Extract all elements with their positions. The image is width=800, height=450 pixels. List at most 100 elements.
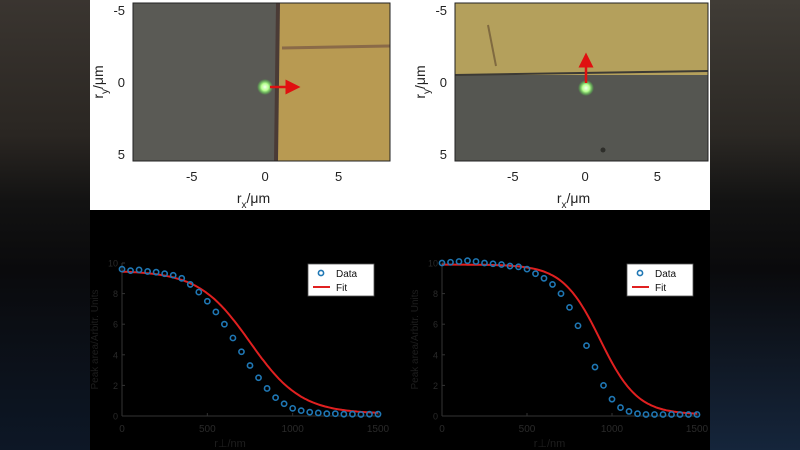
data-point: [297, 407, 305, 415]
y-axis-label-main: r: [412, 94, 428, 99]
data-point: [203, 297, 211, 305]
y-axis-label: ry/μm: [90, 65, 111, 98]
x-tick-label: 0: [262, 169, 269, 184]
data-point: [498, 261, 505, 268]
axes-frame: [132, 2, 391, 162]
data-point: [161, 270, 169, 278]
data-point: [642, 411, 650, 418]
data-point: [331, 410, 339, 418]
data-point: [195, 288, 203, 296]
y-tick-label: 0: [440, 75, 447, 90]
data-point: [186, 281, 194, 288]
y-tick-label: 4: [113, 350, 118, 360]
data-point: [289, 404, 297, 412]
y-axis-label-subscript: y: [422, 89, 433, 94]
data-point: [272, 394, 279, 402]
data-point: [238, 348, 245, 356]
electrode-stripe: [281, 44, 391, 50]
data-point: [220, 320, 228, 328]
fit-curve: [442, 263, 697, 415]
y-tick-label: 0: [118, 75, 125, 90]
electrode-edge: [274, 2, 280, 162]
data-point: [374, 410, 382, 418]
data-point: [532, 270, 539, 278]
data-point: [464, 257, 471, 265]
y-tick-label: -5: [435, 3, 447, 18]
data-point: [693, 411, 701, 418]
y-axis-label: Peak area/Arbitr. Units: [410, 289, 421, 389]
data-point: [634, 410, 641, 418]
data-point: [549, 281, 556, 288]
x-tick-label: 500: [519, 424, 536, 435]
gray-substrate-region: [133, 3, 278, 161]
y-axis-label-main: r: [90, 94, 106, 99]
legend-data-marker: [317, 269, 325, 277]
data-point: [600, 381, 607, 389]
x-axis-label-unit: /μm: [247, 190, 271, 206]
x-axis-label-main: r: [557, 190, 562, 206]
data-point: [178, 274, 186, 282]
y-tick-label: 6: [433, 320, 438, 330]
data-point: [127, 267, 134, 275]
x-axis-label: rx/μm: [557, 190, 590, 211]
data-point: [255, 374, 262, 382]
x-axis-label-main: r: [237, 190, 242, 206]
dust-particle: [600, 147, 606, 153]
y-tick-label: 0: [433, 412, 438, 422]
data-point: [659, 411, 667, 418]
data-point: [447, 258, 454, 266]
x-tick-label: 1000: [601, 424, 624, 435]
data-point: [574, 322, 582, 330]
data-point: [169, 271, 177, 279]
electrode-edge: [454, 70, 709, 76]
data-point: [135, 266, 143, 274]
x-tick-label: 1500: [686, 424, 709, 435]
y-tick-label: 8: [113, 289, 118, 299]
data-point: [152, 268, 160, 276]
data-point: [212, 308, 220, 316]
data-point: [340, 410, 348, 418]
x-axis-label: r⊥/nm: [214, 438, 246, 450]
y-tick-label: 10: [428, 259, 438, 269]
data-point: [540, 274, 548, 282]
legend-box: [307, 263, 375, 297]
x-tick-label: 500: [199, 424, 216, 435]
data-point: [144, 268, 151, 275]
y-tick-label: 2: [433, 381, 438, 391]
x-tick-label: 0: [119, 424, 125, 435]
data-point: [314, 409, 322, 417]
data-point: [566, 303, 573, 311]
x-tick-label: -5: [186, 169, 198, 184]
data-point: [583, 342, 590, 350]
data-point: [280, 400, 288, 408]
emitter-spot: [578, 80, 594, 96]
x-tick-label: 5: [335, 169, 342, 184]
data-point: [323, 410, 331, 418]
x-axis-label-subscript: x: [562, 200, 567, 211]
data-point: [263, 385, 271, 392]
y-axis-label: ry/μm: [412, 65, 433, 98]
y-tick-label: 4: [433, 350, 438, 360]
data-point: [506, 262, 514, 270]
data-point: [685, 411, 692, 418]
x-tick-label: 0: [439, 424, 445, 435]
data-point: [366, 410, 373, 418]
image-panel-left: [132, 2, 391, 162]
image-panel-right: [454, 2, 709, 162]
x-axis-label-unit: /μm: [567, 190, 591, 206]
data-point: [489, 260, 497, 268]
y-tick-label: 6: [113, 320, 118, 330]
x-tick-label: 5: [654, 169, 661, 184]
x-tick-label: 0: [581, 169, 588, 184]
data-point: [608, 395, 616, 403]
left-blur-border: [0, 0, 90, 450]
x-tick-label: 1000: [282, 424, 305, 435]
data-point: [438, 259, 446, 267]
data-point: [481, 259, 488, 267]
x-axis-label-subscript: x: [242, 200, 247, 211]
x-tick-label: -5: [507, 169, 519, 184]
legend-data-marker: [636, 269, 644, 277]
data-point: [651, 411, 658, 418]
